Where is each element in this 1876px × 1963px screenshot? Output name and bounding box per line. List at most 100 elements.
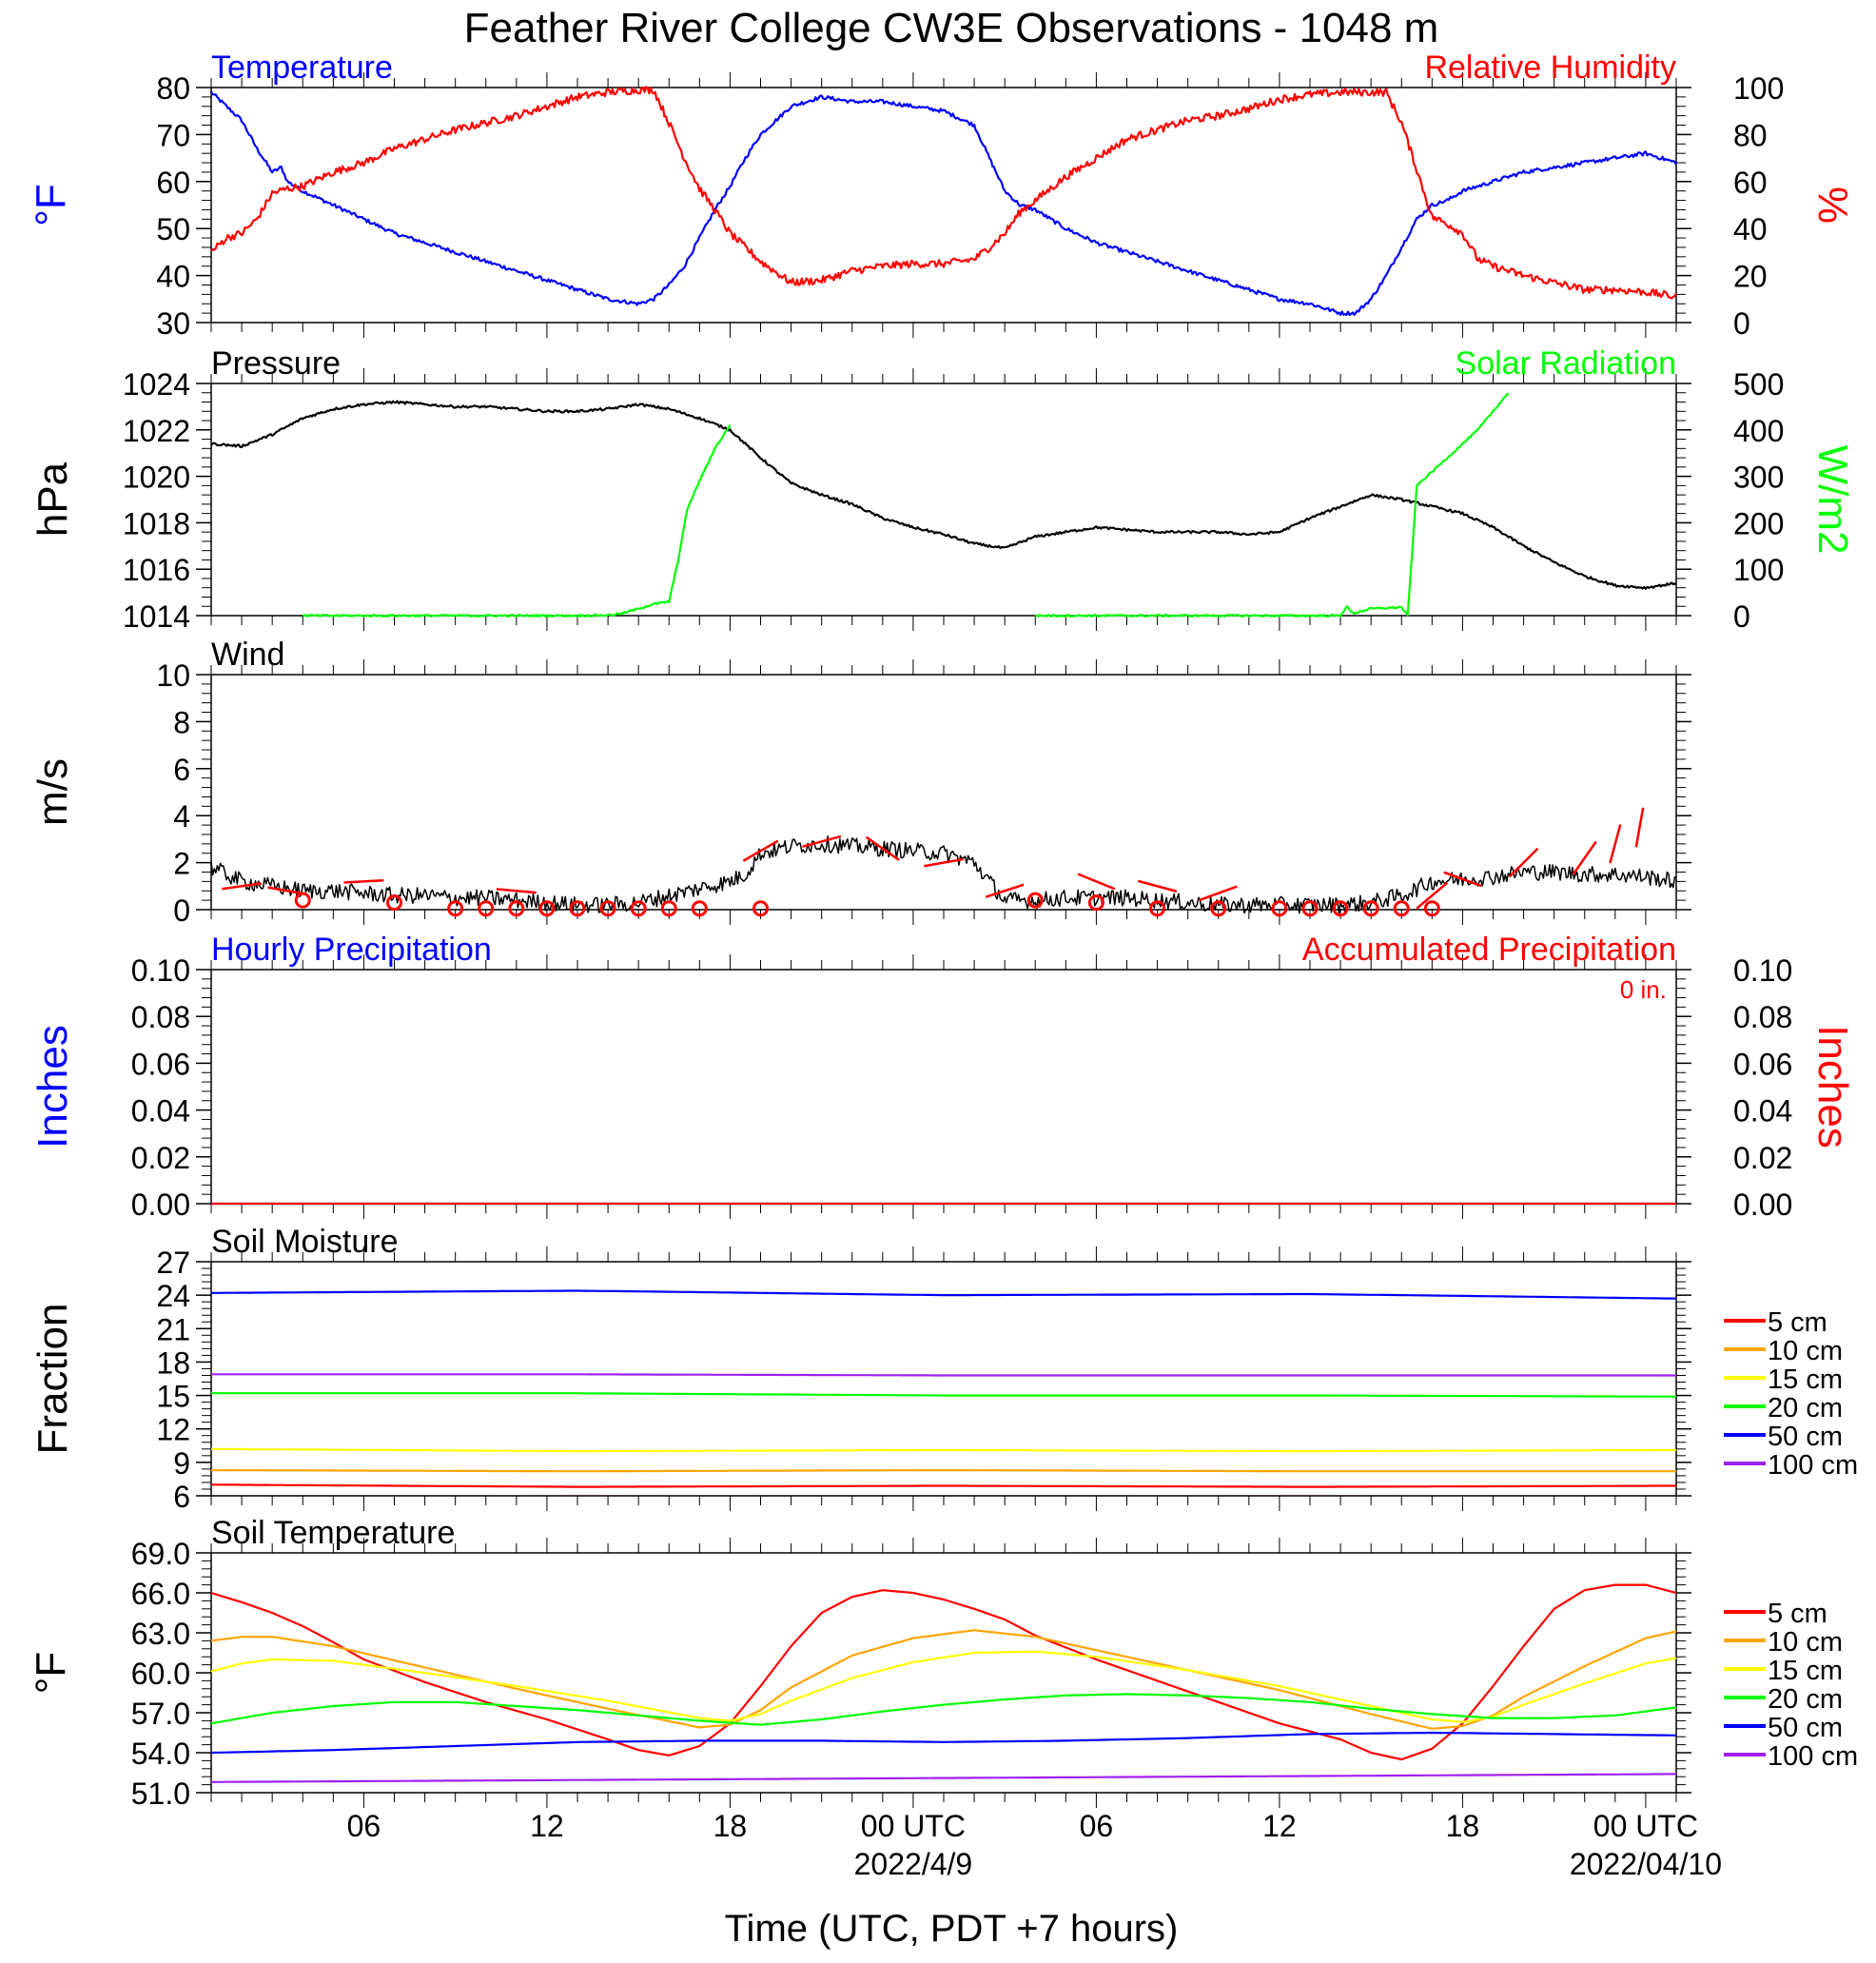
y-tick-label-left: 0.10 <box>131 953 190 988</box>
y-tick-label-right: 100 <box>1733 553 1784 587</box>
x-tick-label: 06 <box>1080 1809 1114 1843</box>
y-axis-label-left: °F <box>28 184 74 226</box>
y-tick-label-left: 40 <box>156 260 190 294</box>
y-axis-label-left: m/s <box>29 758 76 826</box>
y-tick-label-left: 1022 <box>123 414 190 448</box>
wind-barb <box>802 834 842 849</box>
legend-label: 50 cm <box>1768 1713 1843 1743</box>
y-tick-label-left: 4 <box>173 799 190 834</box>
legend-label: 15 cm <box>1768 1364 1843 1395</box>
y-tick-label-left: 0.08 <box>131 1000 190 1034</box>
plot-frame <box>210 87 1677 324</box>
panel-soil_temp: 51.0 54.0 57.0 60.0 63.0 66.0 69.0 Soil Tempera… <box>28 1515 1858 1881</box>
y-tick-label-left: 63.0 <box>131 1617 190 1651</box>
wind-barb <box>1199 885 1238 902</box>
legend-label: 15 cm <box>1768 1656 1843 1686</box>
y-tick-label-left: 24 <box>156 1279 190 1313</box>
wind-barb <box>496 888 537 894</box>
wind-calm-marker <box>538 900 556 917</box>
y-tick-label-left: 6 <box>173 753 190 787</box>
y-axis-label-left: °F <box>28 1652 74 1694</box>
wind-calm-marker <box>1301 900 1319 917</box>
y-tick-label-right: 0 <box>1733 599 1750 634</box>
legend-label: 20 cm <box>1768 1684 1843 1715</box>
x-date-label: 2022/4/9 <box>854 1847 973 1881</box>
series-line-10-cm <box>211 1469 1676 1473</box>
wind-barb <box>1572 840 1597 875</box>
y-tick-label-left: 18 <box>156 1345 190 1380</box>
series-line-15-cm <box>211 1447 1676 1453</box>
wind-calm-marker <box>447 900 464 917</box>
panel-temp_rh: 30 40 50 60 70 80 0 20 40 60 80 100 Temperature Relat… <box>28 49 1856 341</box>
x-tick-label: 00 UTC <box>861 1809 966 1843</box>
panel-title-right: Accumulated Precipitation <box>1302 932 1676 968</box>
wind-calm-marker <box>1393 900 1410 917</box>
panel-title-right: Solar Radiation <box>1456 345 1676 382</box>
wind-calm-marker <box>294 892 311 909</box>
series-line-20-cm <box>211 1392 1676 1398</box>
y-tick-label-right: 80 <box>1733 118 1768 152</box>
series-line-100-cm <box>211 1373 1676 1377</box>
wind-barb <box>267 886 308 896</box>
x-tick-label: 12 <box>530 1809 564 1843</box>
series-line-left-0 <box>210 835 1677 914</box>
wind-calm-marker <box>1423 900 1440 917</box>
y-axis-label-left: hPa <box>29 461 76 537</box>
wind-calm-marker <box>630 900 647 917</box>
panel-precip: 0.00 0.02 0.04 0.06 0.08 0.10 0.00 0.02 0.04 0.06… <box>29 932 1856 1222</box>
series-line-20-cm <box>210 1693 1677 1726</box>
series-line-5-cm <box>210 1583 1677 1761</box>
y-tick-label-left: 69.0 <box>131 1537 190 1571</box>
y-tick-label-left: 9 <box>173 1446 190 1481</box>
series-line-left-0 <box>210 90 1677 317</box>
wind-calm-marker <box>478 900 495 917</box>
legend-label: 5 cm <box>1768 1599 1827 1629</box>
y-tick-label-right: 0.10 <box>1733 953 1792 988</box>
wind-calm-marker <box>1210 900 1227 917</box>
series-line-50-cm <box>210 1731 1677 1755</box>
y-tick-label-left: 70 <box>156 118 190 152</box>
y-tick-label-right: 0.02 <box>1733 1141 1792 1175</box>
y-axis-label-right: Inches <box>1809 1025 1856 1148</box>
panel-title-left: Pressure <box>211 345 341 382</box>
wind-calm-marker <box>1149 900 1166 917</box>
y-tick-label-right: 500 <box>1733 367 1784 402</box>
series-line-10-cm <box>210 1629 1677 1730</box>
y-tick-label-left: 50 <box>156 212 190 246</box>
y-tick-label-left: 2 <box>173 847 190 881</box>
wind-calm-marker <box>386 894 402 912</box>
panel-title-right: Relative Humidity <box>1424 49 1676 86</box>
y-tick-label-left: 27 <box>156 1246 190 1280</box>
series-line-50-cm <box>211 1289 1677 1300</box>
wind-barb <box>1634 807 1645 848</box>
x-tick-label: 12 <box>1262 1809 1297 1843</box>
y-tick-label-right: 0.04 <box>1733 1094 1792 1129</box>
y-tick-label-left: 1018 <box>123 506 190 540</box>
y-axis-label-right: W/m2 <box>1809 445 1856 555</box>
y-tick-label-left: 1016 <box>123 553 190 587</box>
legend-label: 100 cm <box>1768 1450 1858 1481</box>
legend-label: 20 cm <box>1768 1393 1843 1423</box>
y-tick-label-left: 1014 <box>123 599 190 634</box>
y-tick-label-left: 0 <box>173 893 190 928</box>
y-tick-label-left: 21 <box>156 1312 190 1346</box>
legend-label: 100 cm <box>1768 1741 1858 1772</box>
legend-label: 10 cm <box>1768 1627 1843 1658</box>
wind-calm-marker <box>691 900 708 917</box>
x-tick-label: 18 <box>1446 1809 1480 1843</box>
y-axis-label-left: Inches <box>29 1025 76 1148</box>
y-tick-label-left: 15 <box>156 1380 190 1414</box>
wind-barb <box>1416 881 1449 910</box>
plot-frame <box>210 674 1677 911</box>
y-tick-label-left: 30 <box>156 306 190 341</box>
wind-calm-marker <box>1362 900 1379 917</box>
y-tick-label-right: 60 <box>1733 166 1768 200</box>
panel-pres_solar: 1014 1016 1018 1020 1022 1024 0 100 200 300 400 500… <box>29 345 1856 634</box>
y-tick-label-left: 80 <box>156 71 190 106</box>
legend-label: 10 cm <box>1768 1336 1843 1366</box>
series-line-15-cm <box>210 1650 1677 1723</box>
wind-barb <box>1077 873 1116 891</box>
y-tick-label-right: 300 <box>1733 461 1784 495</box>
wind-barb <box>865 835 900 861</box>
